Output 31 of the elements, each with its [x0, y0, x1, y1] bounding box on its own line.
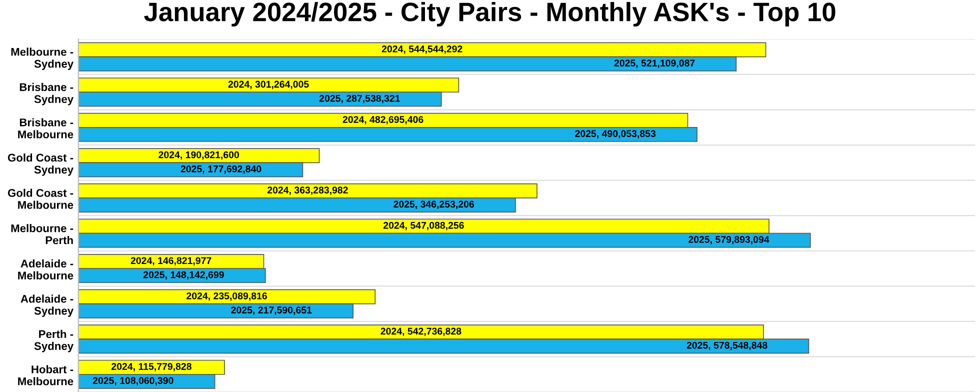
- data-label: 2025, 578,548,848: [686, 342, 768, 350]
- data-label: 2024, 482,695,406: [342, 116, 424, 124]
- data-label: 2025, 346,253,206: [394, 200, 474, 210]
- data-label: 2024, 542,736,828: [380, 328, 462, 336]
- data-label: 2024, 235,089,816: [186, 292, 267, 301]
- y-tick-label: Adelaide - Melbourne: [18, 259, 74, 280]
- data-label: 2025, 217,590,651: [231, 306, 312, 315]
- data-label: 2024, 146,821,977: [130, 257, 212, 266]
- data-label: 2025, 490,053,853: [575, 130, 656, 138]
- y-tick-label: Gold Coast - Melbourne: [8, 188, 74, 209]
- chart-title: January 2024/2025 - City Pairs - Monthly ASK's - Top 10: [144, 2, 836, 27]
- data-label: 2025, 287,538,321: [319, 94, 400, 104]
- data-label: 2024, 547,088,256: [383, 222, 464, 230]
- data-label: 2024, 363,283,982: [267, 186, 348, 195]
- y-tick-label: Melbourne - Sydney: [11, 48, 74, 70]
- data-label: 2025, 148,142,699: [144, 271, 224, 280]
- y-tick-label: Adelaide - Sydney: [20, 294, 74, 317]
- data-label: 2024, 301,264,005: [228, 80, 309, 90]
- data-label: 2025, 108,060,390: [92, 377, 174, 386]
- data-label: 2024, 544,544,292: [382, 46, 462, 54]
- data-label: 2025, 177,692,840: [180, 165, 262, 174]
- y-tick-label: Perth - Sydney: [34, 330, 74, 352]
- y-tick-label: Brisbane - Sydney: [20, 82, 74, 106]
- y-tick-label: Gold Coast - Sydney: [8, 153, 74, 176]
- data-label: 2025, 521,109,087: [614, 60, 695, 68]
- data-label: 2024, 115,779,828: [112, 363, 192, 372]
- y-tick-label: Hobart - Melbourne: [18, 365, 74, 386]
- data-label: 2025, 579,893,094: [688, 236, 770, 244]
- y-tick-label: Brisbane - Melbourne: [18, 118, 74, 138]
- y-tick-label: Melbourne - Perth: [11, 224, 74, 244]
- data-label: 2024, 190,821,600: [158, 151, 239, 160]
